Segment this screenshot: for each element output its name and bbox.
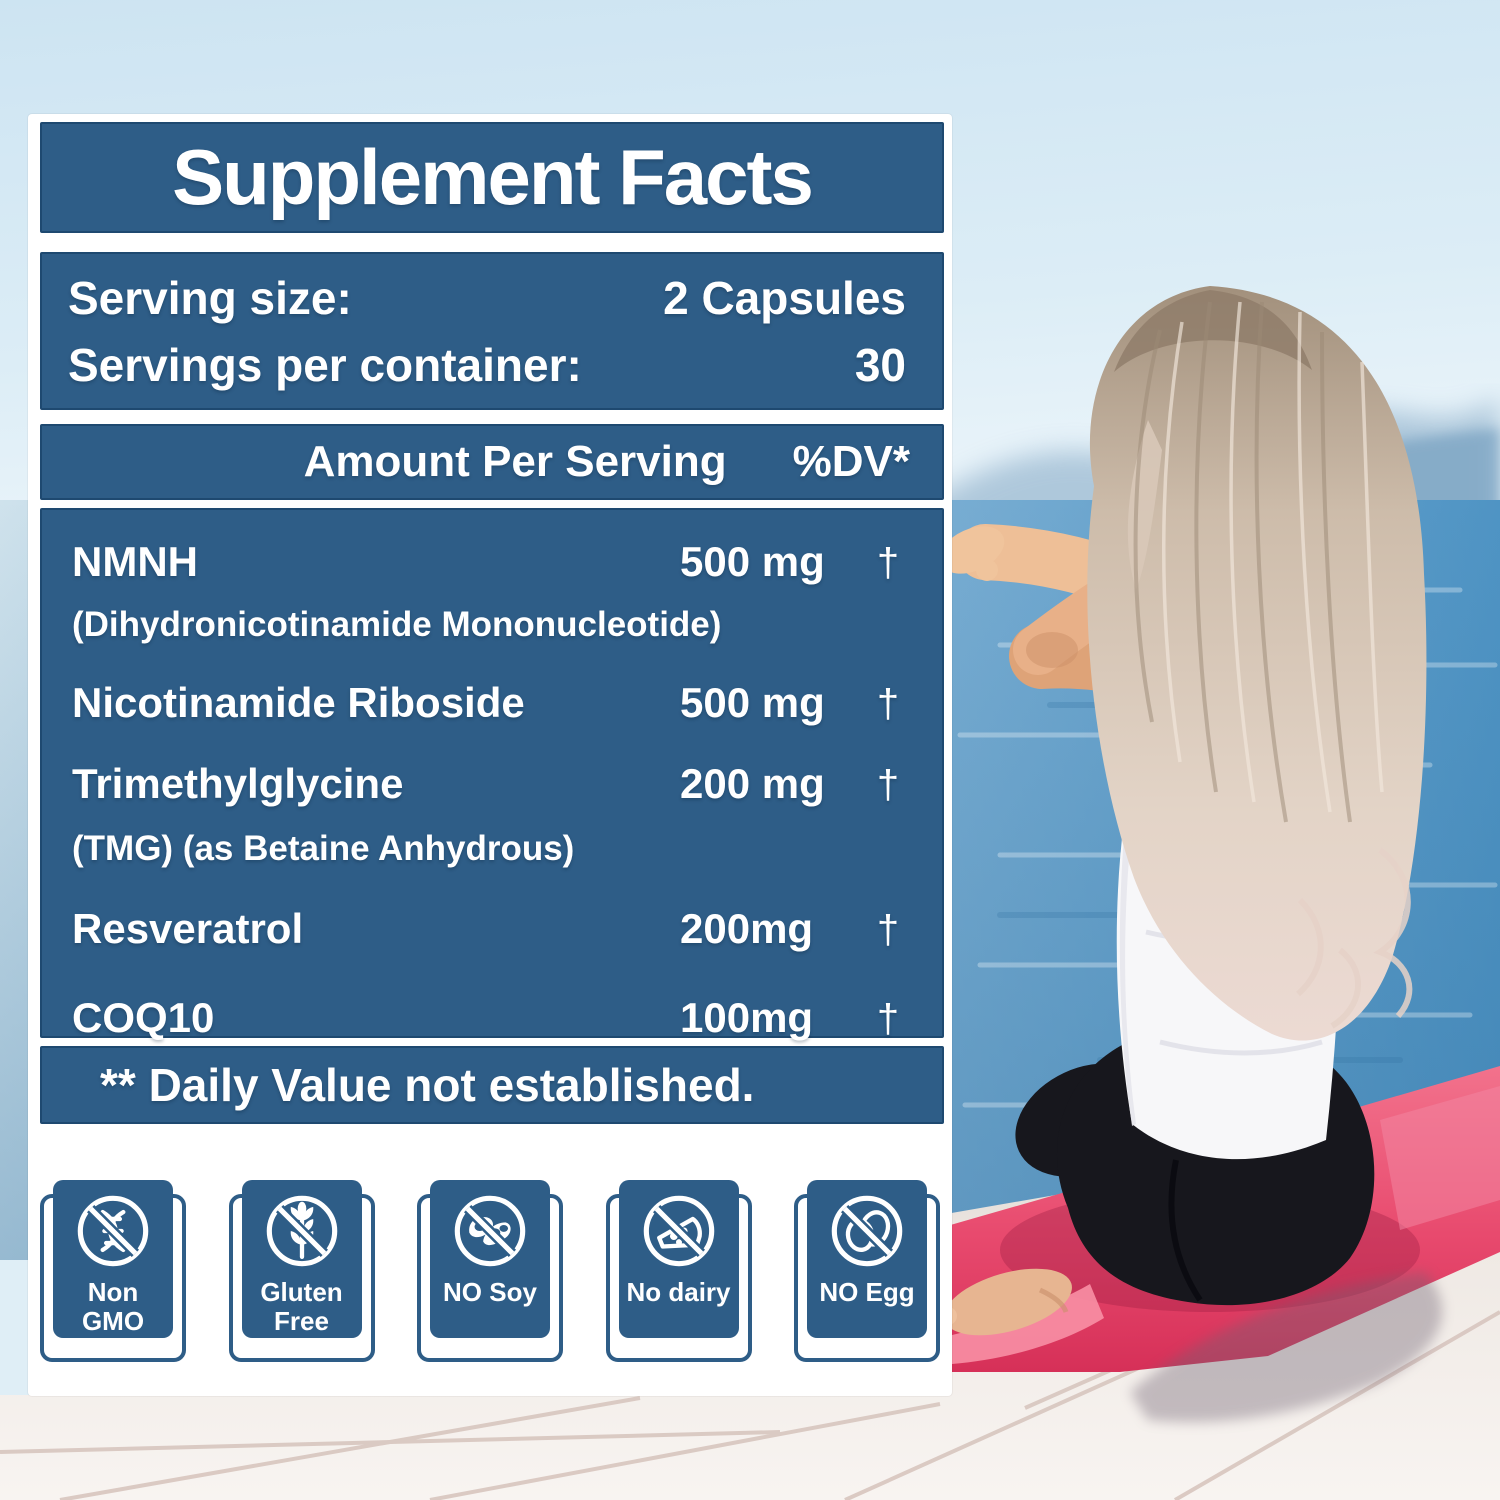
badge-label: Gluten Free [260,1277,343,1336]
ingredient-amount: 500 mg [680,538,825,585]
servings-per-container-value: 30 [854,338,906,391]
no-soy-icon [454,1195,526,1267]
hair [1087,286,1427,1041]
badge-label: NO Egg [819,1277,915,1307]
ingredients-box: NMNH 500 mg † (Dihydronicotinamide Monon… [40,508,944,1041]
gluten-free-icon [266,1195,337,1267]
ingredient-name: COQ10 [72,994,215,1041]
ingredient-subtext: (TMG) (as Betaine Anhydrous) [72,829,575,868]
ingredient-dv: † [876,541,900,585]
ingredient-dv: † [876,908,900,952]
ingredient-dv: † [876,763,900,807]
page-title: Supplement Facts [172,133,814,221]
no-gmo-icon [77,1195,149,1267]
ingredient-row: Nicotinamide Riboside 500 mg † [72,677,918,730]
ingredient-name: Resveratrol [72,905,304,952]
serving-size-label: Serving size: [68,271,352,324]
amount-header-box: Amount Per Serving %DV* [40,424,944,500]
panel-title-box: Supplement Facts [40,122,944,233]
ingredient-amount: 200 mg [680,760,825,807]
ingredient-row: Trimethylglycine 200 mg † [72,758,918,811]
ingredient-amount: 200mg [680,905,814,952]
daily-value-footnote: ** Daily Value not established. [100,1059,755,1111]
badge-label: Non GMO [81,1277,145,1336]
woman [929,286,1427,1336]
ingredient-row: COQ10 100mg † [72,992,918,1045]
dv-column-label: %DV* [792,437,910,486]
amount-per-serving-label: Amount Per Serving [303,437,727,486]
ingredient-name: NMNH [72,538,198,585]
no-dairy-icon [643,1195,714,1267]
ingredient-dv: † [876,997,900,1041]
footnote-box: ** Daily Value not established. [40,1046,944,1124]
badge-non-gmo: Non GMO [40,1180,190,1370]
serving-info-box: Serving size: 2 Capsules Servings per co… [40,252,944,410]
ingredient-name: Trimethylglycine [72,760,404,807]
ingredient-subtext: (Dihydronicotinamide Mononucleotide) [72,605,722,644]
serving-size-row: Serving size: 2 Capsules [68,271,906,325]
woman-shadow [1130,1272,1443,1423]
ingredient-name: Nicotinamide Riboside [72,679,525,726]
serving-size-value: 2 Capsules [663,271,906,324]
badge-label: NO Soy [443,1277,537,1307]
ingredient-dv: † [876,682,900,726]
badge-gluten-free: Gluten Free [228,1180,379,1370]
no-egg-icon [831,1195,903,1267]
badge-no-egg: NO Egg [794,1180,944,1370]
feature-badges: Non GMO [40,1180,944,1370]
badge-label: No dairy [626,1277,731,1307]
ingredient-amount: 500 mg [680,679,825,726]
badge-no-soy: NO Soy [417,1180,567,1370]
ingredient-row: Resveratrol 200mg † [72,903,918,956]
servings-per-container-label: Servings per container: [68,338,582,391]
servings-per-container-row: Servings per container: 30 [68,338,906,392]
ingredient-amount: 100mg [680,994,814,1041]
ingredient-row: NMNH 500 mg † [72,536,918,589]
badge-no-dairy: No dairy [605,1180,756,1370]
